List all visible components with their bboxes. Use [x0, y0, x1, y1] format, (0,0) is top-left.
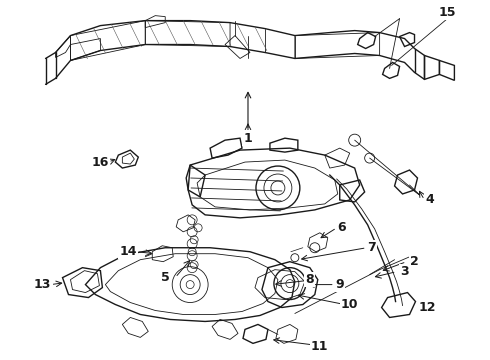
Text: 5: 5: [161, 271, 170, 284]
Text: 13: 13: [34, 278, 51, 291]
Text: 7: 7: [368, 241, 376, 254]
Text: 4: 4: [425, 193, 434, 206]
Text: 1: 1: [244, 132, 252, 145]
Text: 16: 16: [92, 156, 109, 168]
Text: 12: 12: [419, 301, 436, 314]
Text: 14: 14: [120, 245, 137, 258]
Text: 6: 6: [338, 221, 346, 234]
Text: 2: 2: [410, 255, 419, 268]
Text: 15: 15: [439, 6, 456, 19]
Text: 8: 8: [305, 273, 314, 286]
Text: 10: 10: [341, 298, 359, 311]
Text: 9: 9: [336, 278, 344, 291]
Text: 11: 11: [311, 340, 328, 353]
Text: 3: 3: [400, 265, 409, 278]
